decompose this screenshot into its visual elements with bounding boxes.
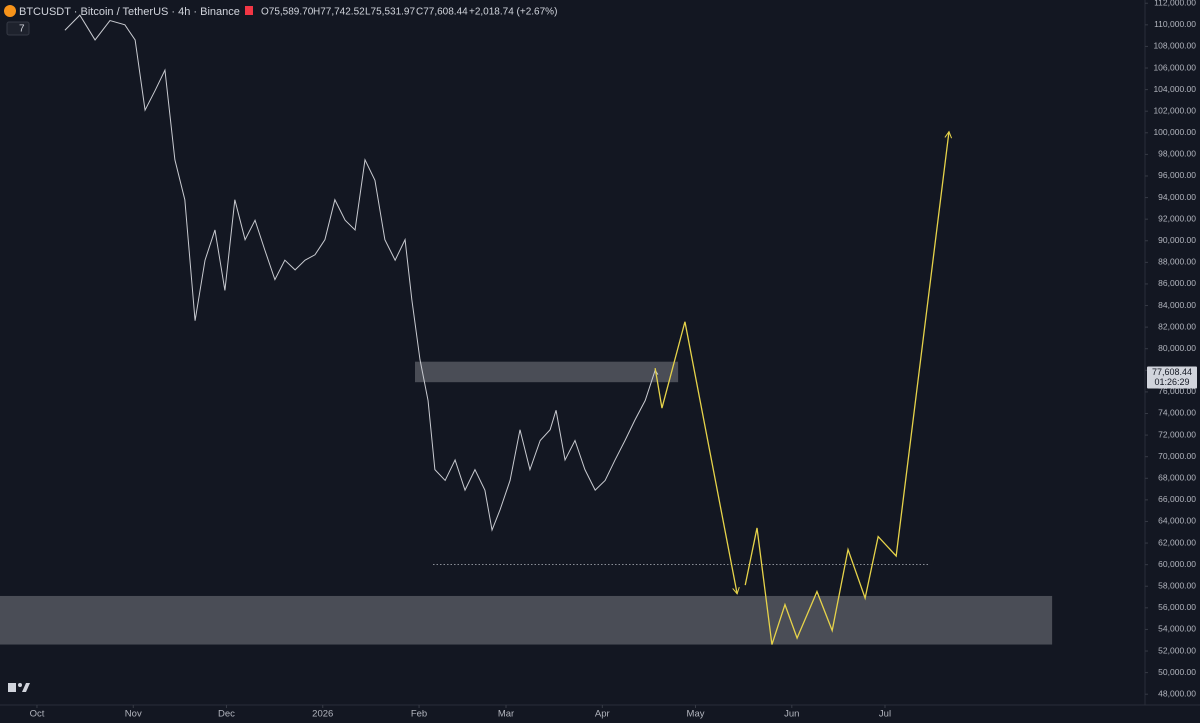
y-tick-label: 72,000.00: [1158, 429, 1196, 439]
x-tick-label: 2026: [312, 709, 333, 720]
ohlc-change: +2,018.74 (+2.67%): [469, 7, 557, 18]
y-tick-label: 102,000.00: [1153, 105, 1196, 115]
x-tick-label: Jun: [784, 709, 799, 720]
y-tick-label: 86,000.00: [1158, 278, 1196, 288]
y-tick-label: 112,000.00: [1154, 0, 1196, 7]
y-tick-label: 64,000.00: [1158, 516, 1196, 526]
zone: [0, 595, 1053, 645]
countdown-label: 01:26:29: [1154, 377, 1189, 387]
y-tick-label: 60,000.00: [1158, 559, 1196, 569]
y-tick-label: 106,000.00: [1153, 62, 1196, 72]
y-tick-label: 66,000.00: [1158, 494, 1196, 504]
y-tick-label: 90,000.00: [1158, 235, 1196, 245]
x-tick-label: Dec: [218, 709, 235, 720]
indicator-toggle[interactable]: [6, 21, 30, 36]
coin-icon: [4, 5, 16, 17]
y-tick-label: 94,000.00: [1158, 192, 1196, 202]
plot: [0, 14, 1053, 645]
y-tick-label: 82,000.00: [1158, 321, 1196, 331]
y-tick-label: 104,000.00: [1153, 84, 1196, 94]
y-tick-label: 100,000.00: [1153, 127, 1196, 137]
y-tick-label: 62,000.00: [1158, 537, 1196, 547]
last-price-box: [1147, 366, 1197, 389]
x-tick-label: Feb: [411, 709, 427, 720]
x-tick-label: Oct: [30, 709, 45, 720]
arrow-head: [944, 130, 953, 139]
y-tick-label: 98,000.00: [1158, 149, 1196, 159]
x-tick-label: Jul: [879, 709, 891, 720]
y-tick-label: 84,000.00: [1158, 300, 1196, 310]
y-tick-label: 56,000.00: [1158, 602, 1196, 612]
y-tick-label: 50,000.00: [1158, 667, 1196, 677]
y-tick-label: 74,000.00: [1158, 408, 1196, 418]
x-tick-label: May: [687, 709, 705, 720]
x-tick-label: Apr: [595, 709, 610, 720]
tradingview-logo: [8, 683, 30, 692]
series-line: [654, 131, 950, 645]
x-tick-label: Nov: [125, 709, 142, 720]
y-tick-label: 80,000.00: [1158, 343, 1196, 353]
y-tick-label: 110,000.00: [1154, 19, 1196, 29]
y-tick-label: 52,000.00: [1158, 645, 1196, 655]
indicator-count: 7: [19, 24, 25, 35]
series-line: [64, 14, 659, 532]
ohlc-close: C77,608.44: [416, 7, 468, 18]
y-tick-label: 88,000.00: [1158, 257, 1196, 267]
y-tick-label: 54,000.00: [1158, 624, 1196, 634]
y-tick-label: 92,000.00: [1158, 213, 1196, 223]
zone: [415, 361, 679, 383]
y-tick-label: 108,000.00: [1153, 41, 1196, 51]
y-tick-label: 68,000.00: [1158, 473, 1196, 483]
ohlc-open: O75,589.70: [261, 7, 314, 18]
ohlc-high: H77,742.52: [313, 7, 365, 18]
last-price-label: 77,608.44: [1152, 367, 1192, 377]
arrow-head: [732, 586, 740, 595]
x-tick-label: Mar: [498, 709, 514, 720]
y-tick-label: 58,000.00: [1158, 580, 1196, 590]
y-tick-label: 96,000.00: [1158, 170, 1196, 180]
symbol[interactable]: BTCUSDT · Bitcoin / TetherUS · 4h · Bina…: [19, 6, 240, 18]
y-tick-label: 70,000.00: [1158, 451, 1196, 461]
flag-icon: [245, 6, 253, 15]
ohlc-low: L75,531.97: [365, 7, 415, 18]
y-tick-label: 48,000.00: [1158, 688, 1196, 698]
y-tick-label: 76,000.00: [1158, 386, 1196, 396]
